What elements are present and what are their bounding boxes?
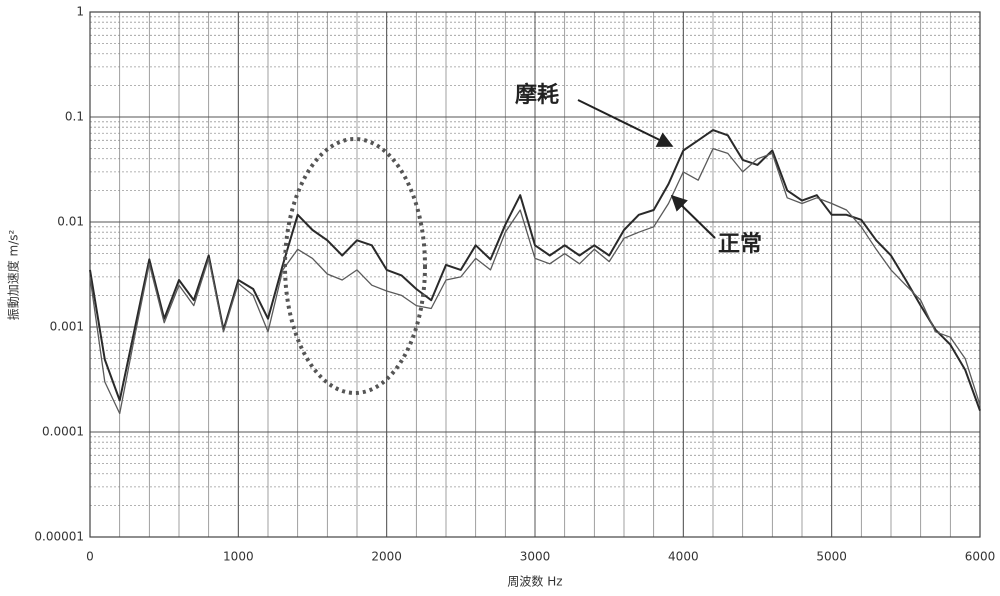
lines [89, 129, 981, 415]
x-tick-label: 4000 [668, 550, 699, 564]
y-tick-label: 0.00001 [34, 530, 84, 544]
x-tick-label: 3000 [520, 550, 551, 564]
y-tick-label: 1 [76, 5, 84, 19]
x-tick-label: 6000 [965, 550, 996, 564]
y-axis-label: 振動加速度 m/s² [6, 230, 21, 321]
x-axis-label: 周波数 Hz [507, 574, 562, 589]
grid [89, 11, 981, 538]
x-tick-label: 0 [86, 550, 94, 564]
y-tick-label: 0.0001 [42, 425, 84, 439]
series-line [89, 129, 981, 411]
annotation: 正常 [718, 231, 762, 257]
arrow [670, 194, 716, 239]
x-tick-label: 2000 [371, 550, 402, 564]
annotation: 摩耗 [515, 82, 559, 108]
x-tick-label: 1000 [223, 550, 254, 564]
y-tick-label: 0.001 [50, 320, 84, 334]
x-tick-label: 5000 [816, 550, 847, 564]
y-tick-label: 0.01 [57, 215, 84, 229]
y-tick-label: 0.1 [65, 110, 84, 124]
series-line [89, 147, 981, 415]
arrow [577, 99, 674, 147]
highlight-ellipse [283, 137, 427, 395]
